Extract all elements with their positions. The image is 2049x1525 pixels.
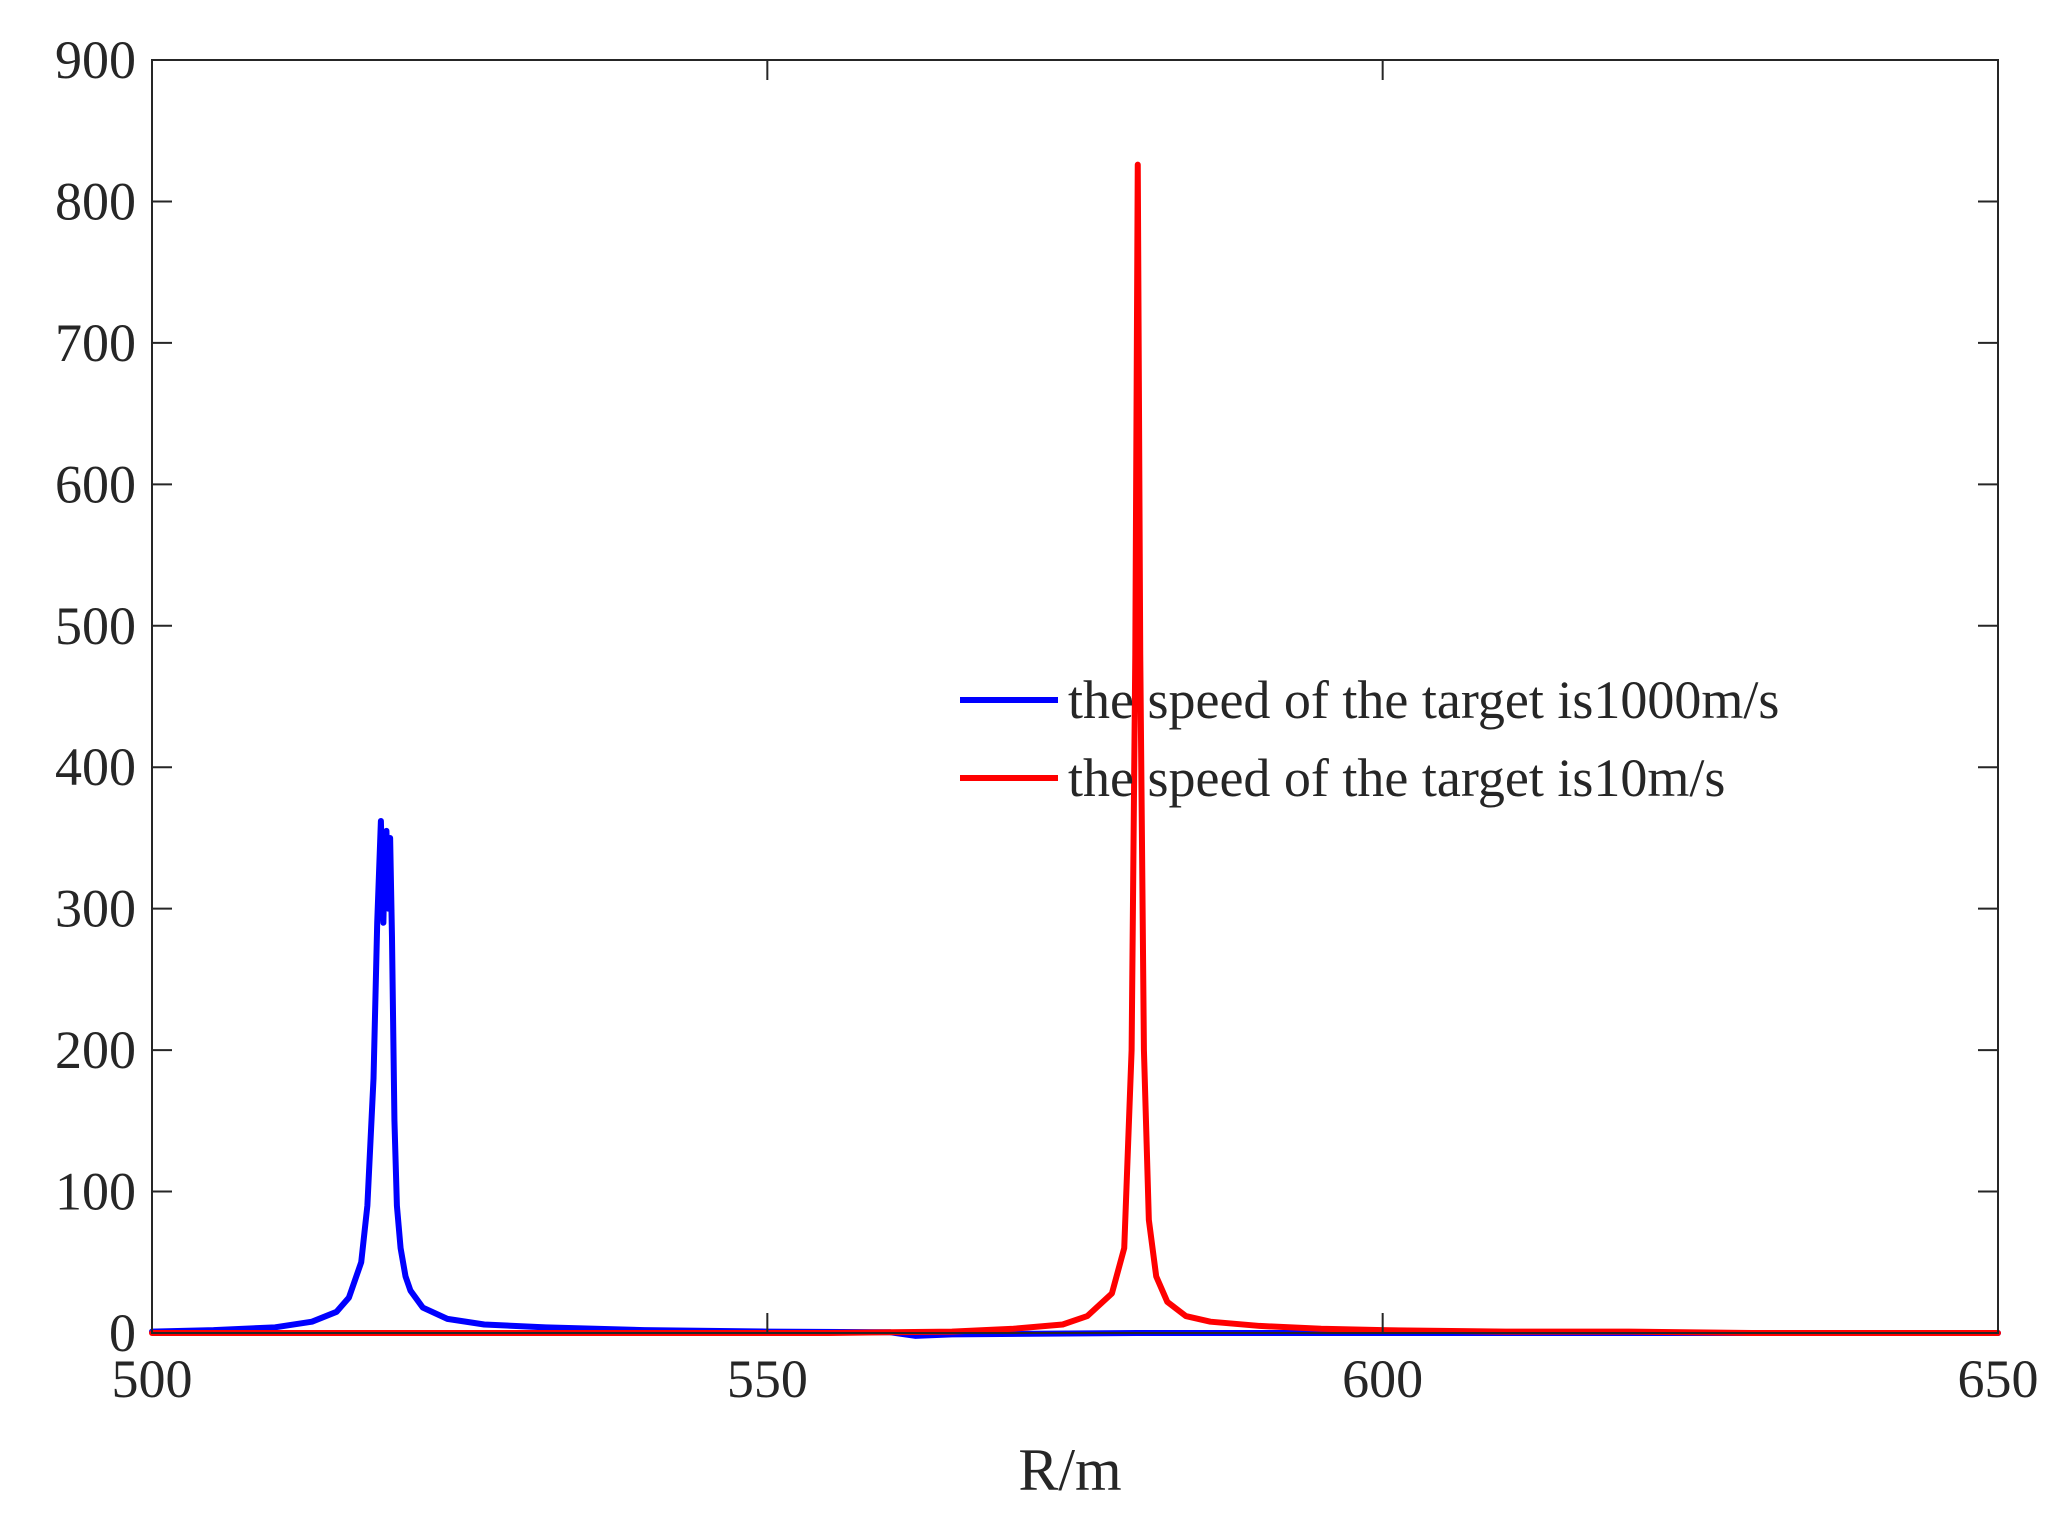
y-tick-label: 100: [55, 1162, 136, 1222]
series-layer: [149, 161, 2001, 1339]
y-tick-label: 800: [55, 171, 136, 231]
legend-label-1: the speed of the target is1000m/s: [1068, 670, 1779, 730]
x-tick-label: 550: [727, 1349, 808, 1409]
y-tick-label: 400: [55, 737, 136, 797]
x-tick-label: 650: [1958, 1349, 2039, 1409]
y-tick-label: 700: [55, 313, 136, 373]
legend-label-2: the speed of the target is10m/s: [1068, 748, 1725, 808]
legend: the speed of the target is1000m/s the spe…: [960, 670, 1779, 808]
series-line-1: [149, 817, 2001, 1339]
series-line-2: [149, 161, 2001, 1336]
y-tick-label: 600: [55, 454, 136, 514]
axes-layer: 500 550 600 650 0 100 200 300 400 500 600 700 800 900…: [55, 30, 2039, 1503]
x-axis-title: R/m: [1018, 1437, 1121, 1503]
y-tick-label: 500: [55, 596, 136, 656]
y-tick-label: 300: [55, 879, 136, 939]
plot-frame: [151, 59, 1999, 1334]
y-tick-label: 200: [55, 1020, 136, 1080]
y-tick-label: 0: [109, 1303, 136, 1363]
x-tick-label: 500: [112, 1349, 193, 1409]
x-tick-label: 600: [1342, 1349, 1423, 1409]
y-tick-label: 900: [55, 30, 136, 90]
